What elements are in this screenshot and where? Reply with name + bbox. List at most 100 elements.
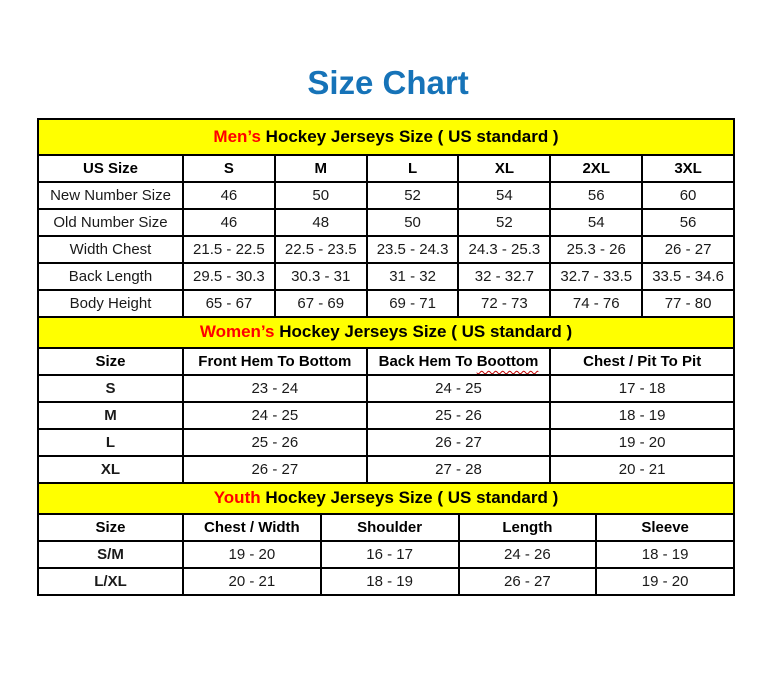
column-header: M: [273, 153, 368, 183]
row-label: Back Length: [37, 261, 184, 291]
table-row: Old Number Size 46 48 50 52 54 56: [37, 207, 735, 237]
table-cell: 65 - 67: [182, 288, 276, 318]
table-cell: 52: [457, 207, 552, 237]
table-row: L 25 - 26 26 - 27 19 - 20: [37, 427, 735, 457]
table-cell: 25.3 - 26: [549, 234, 644, 264]
table-cell: 24 - 25: [182, 400, 368, 430]
table-cell: 26 - 27: [641, 234, 735, 264]
row-label: S/M: [37, 539, 184, 569]
column-header: Size: [37, 512, 184, 542]
table-cell: 52: [365, 180, 460, 210]
table-cell: 77 - 80: [641, 288, 735, 318]
table-row: S 23 - 24 24 - 25 17 - 18: [37, 373, 735, 403]
table-cell: 54: [549, 207, 644, 237]
table-cell: 19 - 20: [182, 539, 322, 569]
caption-highlight: Men’s: [213, 126, 261, 146]
caption-highlight: Women’s: [199, 322, 275, 342]
youth-caption: Youth Hockey Jerseys Size ( US standard …: [37, 481, 735, 515]
mens-header-row: US Size S M L XL 2XL 3XL: [37, 153, 735, 183]
row-label: New Number Size: [37, 180, 184, 210]
table-cell: 72 - 73: [457, 288, 552, 318]
mens-size-table: Men’s Hockey Jerseys Size ( US standard …: [37, 117, 735, 318]
table-cell: 33.5 - 34.6: [641, 261, 735, 291]
youth-header-row: Size Chest / Width Shoulder Length Sleeve: [37, 512, 735, 542]
row-label: L: [37, 427, 184, 457]
table-row: S/M 19 - 20 16 - 17 24 - 26 18 - 19: [37, 539, 735, 569]
table-cell: 32 - 32.7: [457, 261, 552, 291]
table-row: XL 26 - 27 27 - 28 20 - 21: [37, 454, 735, 484]
table-cell: 50: [273, 180, 368, 210]
table-cell: 25 - 26: [182, 427, 368, 457]
table-cell: 24 - 25: [365, 373, 552, 403]
column-header: Front Hem To Bottom: [182, 346, 368, 376]
column-header: Length: [457, 512, 598, 542]
table-cell: 67 - 69: [273, 288, 368, 318]
row-label: M: [37, 400, 184, 430]
size-tables-container: Men’s Hockey Jerseys Size ( US standard …: [37, 117, 735, 596]
row-label: L/XL: [37, 566, 184, 596]
table-cell: 29.5 - 30.3: [182, 261, 276, 291]
youth-size-table: Youth Hockey Jerseys Size ( US standard …: [37, 481, 735, 596]
misspelled-word: Boottom: [476, 352, 539, 370]
table-cell: 50: [365, 207, 460, 237]
table-cell: 74 - 76: [549, 288, 644, 318]
column-header: XL: [457, 153, 552, 183]
row-label: Body Height: [37, 288, 184, 318]
table-cell: 27 - 28: [365, 454, 552, 484]
page-title: Size Chart: [307, 64, 469, 101]
table-cell: 31 - 32: [365, 261, 460, 291]
womens-size-table: Women’s Hockey Jerseys Size ( US standar…: [37, 315, 735, 484]
column-header: Chest / Width: [182, 512, 322, 542]
caption-highlight: Youth: [213, 488, 261, 508]
table-cell: 32.7 - 33.5: [549, 261, 644, 291]
column-header: 3XL: [641, 153, 735, 183]
table-row: M 24 - 25 25 - 26 18 - 19: [37, 400, 735, 430]
table-cell: 18 - 19: [319, 566, 460, 596]
table-cell: 22.5 - 23.5: [273, 234, 368, 264]
table-cell: 16 - 17: [319, 539, 460, 569]
table-cell: 20 - 21: [182, 566, 322, 596]
table-cell: 18 - 19: [549, 400, 735, 430]
table-cell: 19 - 20: [595, 566, 735, 596]
table-cell: 23 - 24: [182, 373, 368, 403]
table-cell: 19 - 20: [549, 427, 735, 457]
table-row: New Number Size 46 50 52 54 56 60: [37, 180, 735, 210]
row-label: S: [37, 373, 184, 403]
table-cell: 26 - 27: [182, 454, 368, 484]
table-cell: 60: [641, 180, 735, 210]
table-cell: 24 - 26: [457, 539, 598, 569]
table-cell: 48: [273, 207, 368, 237]
column-header: S: [182, 153, 276, 183]
table-row: Back Length 29.5 - 30.3 30.3 - 31 31 - 32 32…: [37, 261, 735, 291]
table-cell: 26 - 27: [365, 427, 552, 457]
table-cell: 46: [182, 207, 276, 237]
row-label: Old Number Size: [37, 207, 184, 237]
table-cell: 26 - 27: [457, 566, 598, 596]
column-header: L: [365, 153, 460, 183]
column-header: US Size: [37, 153, 184, 183]
table-row: L/XL 20 - 21 18 - 19 26 - 27 19 - 20: [37, 566, 735, 596]
table-cell: 56: [641, 207, 735, 237]
column-header: Sleeve: [595, 512, 735, 542]
table-cell: 23.5 - 24.3: [365, 234, 460, 264]
table-row: Body Height 65 - 67 67 - 69 69 - 71 72 - 73 7…: [37, 288, 735, 318]
mens-caption: Men’s Hockey Jerseys Size ( US standard …: [37, 117, 735, 156]
column-header: Chest / Pit To Pit: [549, 346, 735, 376]
mens-caption-row: Men’s Hockey Jerseys Size ( US standard …: [37, 117, 735, 156]
column-header: Size: [37, 346, 184, 376]
table-cell: 69 - 71: [365, 288, 460, 318]
table-cell: 20 - 21: [549, 454, 735, 484]
womens-header-row: Size Front Hem To Bottom Back Hem To Boott…: [37, 346, 735, 376]
womens-caption-row: Women’s Hockey Jerseys Size ( US standar…: [37, 315, 735, 349]
table-cell: 18 - 19: [595, 539, 735, 569]
table-cell: 30.3 - 31: [273, 261, 368, 291]
table-cell: 25 - 26: [365, 400, 552, 430]
table-cell: 24.3 - 25.3: [457, 234, 552, 264]
table-cell: 17 - 18: [549, 373, 735, 403]
table-cell: 21.5 - 22.5: [182, 234, 276, 264]
table-row: Width Chest 21.5 - 22.5 22.5 - 23.5 23.5 - …: [37, 234, 735, 264]
table-cell: 56: [549, 180, 644, 210]
column-header: 2XL: [549, 153, 644, 183]
row-label: Width Chest: [37, 234, 184, 264]
